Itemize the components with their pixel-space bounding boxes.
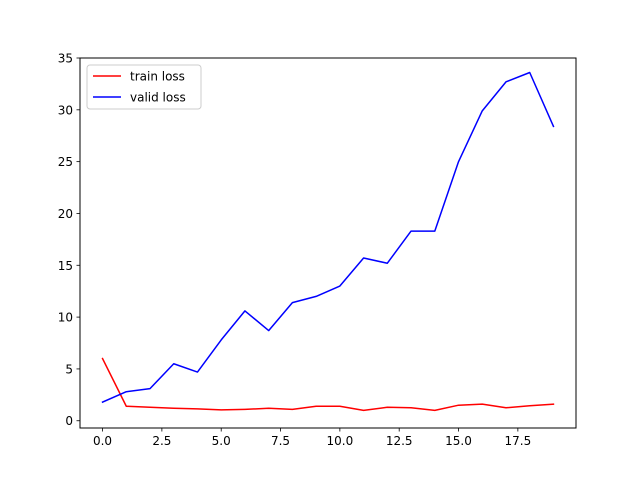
x-tick-label: 0.0 [93,434,112,448]
x-tick-label: 2.5 [152,434,171,448]
x-tick-label: 10.0 [327,434,354,448]
legend-label-1: valid loss [130,91,186,105]
series-layer [101,71,555,412]
y-tick-label: 10 [58,311,73,325]
y-tick-label: 20 [58,207,73,221]
x-tick-label: 17.5 [504,434,531,448]
x-tick-label: 15.0 [445,434,472,448]
plot-frame [79,57,577,429]
y-tick-label: 25 [58,155,73,169]
series-line-1 [101,71,555,404]
series-line-0 [101,357,555,412]
legend-label-0: train loss [130,70,185,84]
y-axis-ticks: 0 5 10 15 20 25 30 35 [58,52,80,428]
y-tick-label: 0 [65,414,73,428]
y-tick-label: 5 [65,362,73,376]
y-tick-label: 30 [58,103,73,117]
x-tick-label: 12.5 [386,434,413,448]
y-tick-label: 35 [58,52,73,66]
legend: train loss valid loss [86,64,202,110]
y-tick-label: 15 [58,259,73,273]
x-tick-label: 7.5 [271,434,290,448]
x-tick-label: 5.0 [212,434,231,448]
plot-background [80,58,576,428]
x-axis-ticks: 0.0 2.5 5.0 7.5 10.0 12.5 15.0 17.5 [93,428,531,448]
